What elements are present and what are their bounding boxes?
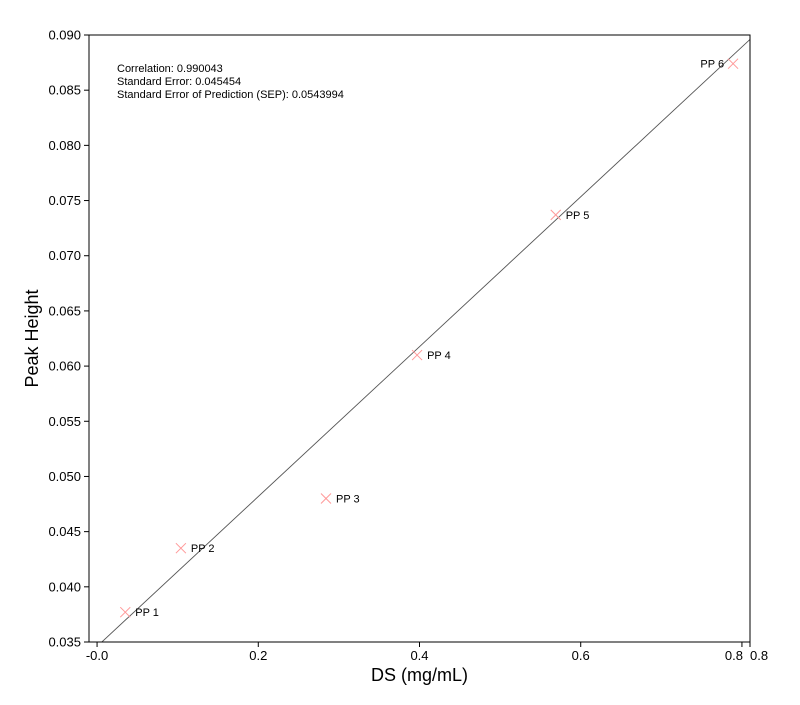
y-axis-title: Peak Height xyxy=(22,289,42,387)
x-tick-label: 0.8 xyxy=(750,648,768,663)
y-tick-label: 0.040 xyxy=(48,579,81,594)
x-tick-label: 0.8 xyxy=(725,648,743,663)
y-tick-label: 0.090 xyxy=(48,28,81,43)
data-point xyxy=(320,493,332,504)
x-axis-title: DS (mg/mL) xyxy=(371,665,468,685)
point-label: PP 3 xyxy=(336,494,360,506)
data-point xyxy=(119,606,131,618)
data-point xyxy=(411,349,423,361)
y-tick-label: 0.035 xyxy=(48,635,81,650)
y-tick-label: 0.055 xyxy=(48,414,81,429)
y-tick-label: 0.075 xyxy=(48,193,81,208)
point-label: PP 4 xyxy=(427,350,451,362)
y-tick-label: 0.065 xyxy=(48,303,81,318)
y-tick-label: 0.070 xyxy=(48,248,81,263)
point-label: PP 6 xyxy=(700,59,724,71)
x-tick-label: 0.6 xyxy=(572,648,590,663)
y-tick-label: 0.080 xyxy=(48,138,81,153)
stats-annotation: Standard Error: 0.045454 xyxy=(117,76,241,88)
data-point xyxy=(550,209,562,221)
y-tick-label: 0.060 xyxy=(48,359,81,374)
y-tick-label: 0.085 xyxy=(48,83,81,98)
plot-area-frame xyxy=(88,34,751,643)
x-tick-label: 0.4 xyxy=(410,648,428,663)
y-tick-label: 0.045 xyxy=(48,524,81,539)
regression-line xyxy=(101,39,750,642)
y-tick-label: 0.050 xyxy=(48,469,81,484)
stats-annotation: Standard Error of Prediction (SEP): 0.05… xyxy=(117,89,344,101)
x-tick-label: -0.0 xyxy=(86,648,108,663)
point-label: PP 5 xyxy=(566,210,590,222)
x-tick-label: 0.2 xyxy=(249,648,267,663)
data-point xyxy=(175,542,187,554)
point-label: PP 2 xyxy=(191,543,215,555)
stats-annotation: Correlation: 0.990043 xyxy=(117,63,223,75)
data-point xyxy=(727,58,739,70)
point-label: PP 1 xyxy=(135,607,159,619)
